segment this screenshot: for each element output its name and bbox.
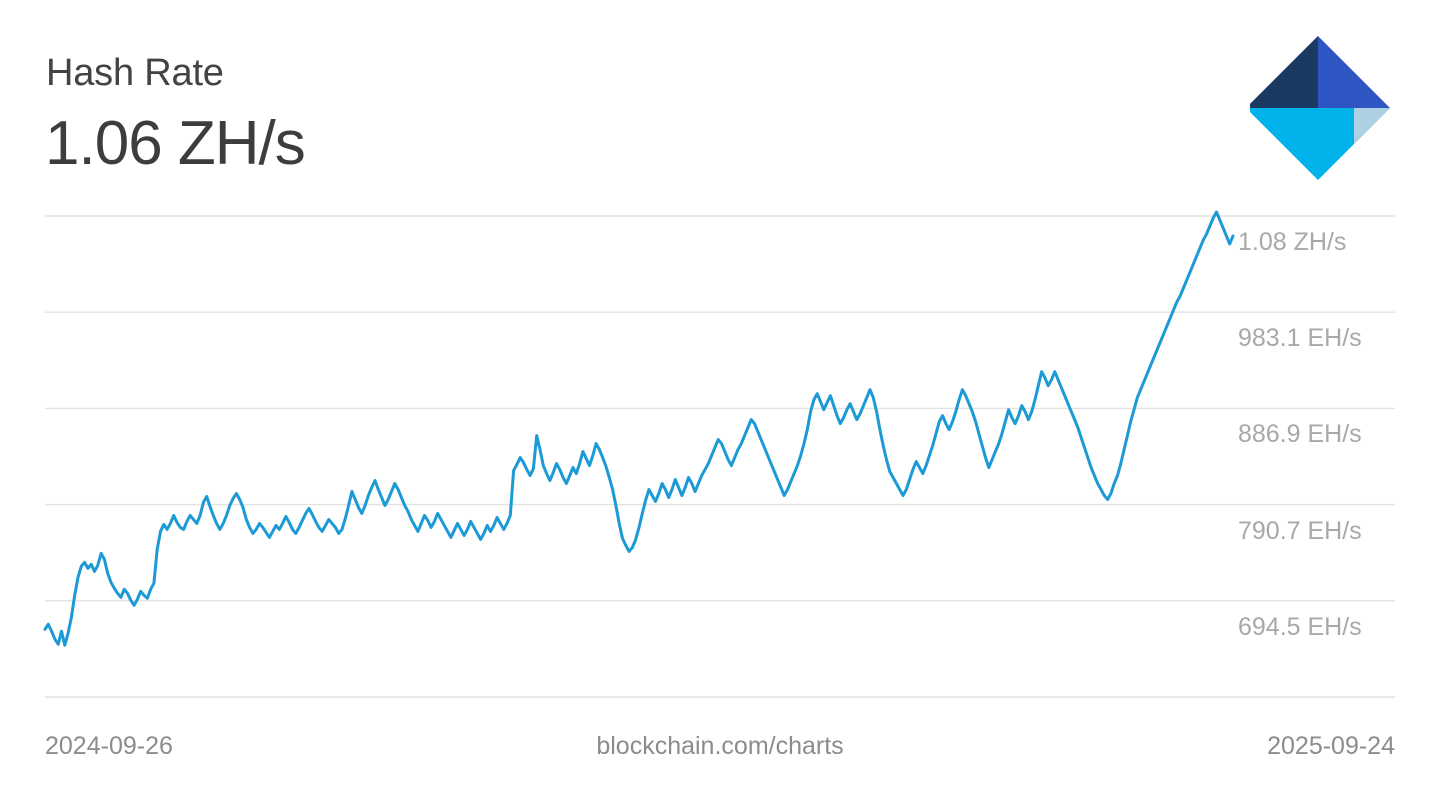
- x-axis-end-date: 2025-09-24: [1267, 732, 1395, 760]
- blockchain-com-logo-icon: [1246, 30, 1396, 190]
- source-watermark: blockchain.com/charts: [596, 732, 844, 760]
- chart-gridlines: [45, 215, 1395, 698]
- current-value: 1.06 ZH/s: [45, 109, 306, 178]
- hash-rate-line: [43, 210, 1235, 647]
- y-tick-label: 1.08 ZH/s: [1238, 228, 1347, 256]
- page-title: Hash Rate: [46, 52, 224, 94]
- y-axis: 1.08 ZH/s 983.1 EH/s 886.9 EH/s 790.7 EH…: [1238, 0, 1438, 810]
- y-tick-label: 694.5 EH/s: [1238, 613, 1362, 641]
- y-tick-label: 790.7 EH/s: [1238, 517, 1362, 545]
- x-axis-start-date: 2024-09-26: [45, 732, 173, 760]
- y-tick-label: 983.1 EH/s: [1238, 324, 1362, 352]
- x-axis: 2024-09-26 blockchain.com/charts 2025-09…: [0, 730, 1440, 770]
- y-tick-label: 886.9 EH/s: [1238, 420, 1362, 448]
